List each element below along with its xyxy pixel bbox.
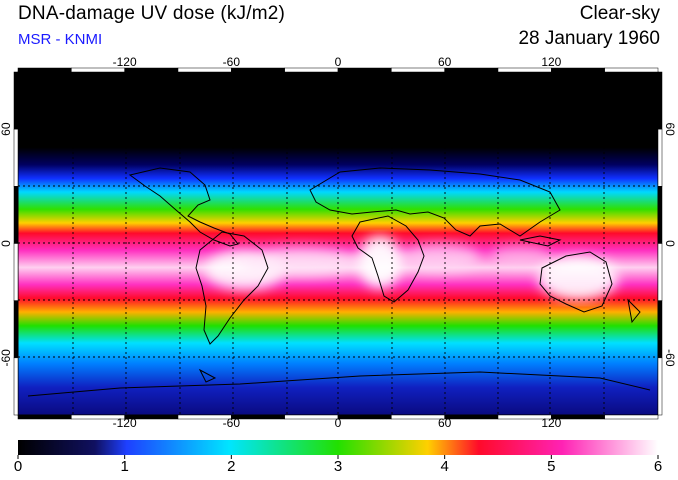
lon-label-top: 120 (541, 55, 561, 69)
colorbar-label: 1 (120, 458, 129, 475)
lon-label-top: -60 (223, 55, 241, 69)
lat-label-left: 60 (0, 122, 13, 136)
lat-label-left: -60 (0, 349, 13, 367)
frame-bar (391, 67, 445, 73)
frame-bar (337, 414, 392, 420)
lon-label-bottom: 0 (335, 416, 342, 430)
colorbar-label: 0 (13, 458, 23, 475)
frame-bar (657, 300, 663, 359)
colorbar (18, 440, 658, 455)
frame-bar (391, 414, 445, 420)
frame-bar (13, 71, 19, 130)
lat-label-right: -60 (663, 349, 677, 367)
frame-bar (444, 414, 499, 420)
frame-bar (284, 414, 339, 420)
map-frame (13, 67, 663, 420)
frame-bar (657, 243, 663, 301)
frame-bar (444, 67, 499, 73)
source-label: MSR - KNMI (18, 31, 103, 48)
lat-label-right: 0 (663, 240, 677, 247)
lon-label-bottom: 120 (541, 416, 561, 430)
frame-bar (13, 128, 19, 187)
frame-bar (13, 186, 19, 244)
frame-bar (13, 357, 19, 416)
frame-bar (657, 357, 663, 416)
frame-bar (657, 71, 663, 130)
map-title: DNA-damage UV dose (kJ/m2) (18, 3, 286, 24)
date-label: 28 January 1960 (518, 28, 660, 49)
lon-label-top: 0 (335, 55, 342, 69)
sky-condition-label: Clear-sky (579, 3, 660, 24)
frame-bar (17, 67, 72, 73)
lon-label-top: -120 (113, 55, 137, 69)
lon-label-bottom: -120 (113, 416, 137, 430)
lon-label-top: 60 (438, 55, 452, 69)
frame-bar (337, 67, 392, 73)
high-dose-patches (205, 236, 618, 300)
frame-bar (657, 128, 663, 187)
colorbar-label: 4 (440, 458, 449, 475)
colorbar-label: 6 (653, 458, 663, 475)
frame-bar (604, 414, 659, 420)
coastlines (27, 167, 651, 397)
lon-label-bottom: -60 (223, 416, 241, 430)
frame-bar (604, 67, 659, 73)
frame-bar (13, 300, 19, 359)
colorbar-label: 3 (333, 458, 343, 475)
frame-bar (17, 414, 72, 420)
lat-lon-grid (18, 72, 658, 415)
lon-label-bottom: 60 (438, 416, 452, 430)
frame-bar (13, 243, 19, 301)
colorbar-label: 2 (227, 458, 236, 475)
colorbar-label: 5 (547, 458, 556, 475)
frame-bar (284, 67, 339, 73)
lat-label-right: 60 (663, 122, 677, 136)
frame-bar (657, 186, 663, 244)
lat-label-left: 0 (0, 240, 13, 247)
